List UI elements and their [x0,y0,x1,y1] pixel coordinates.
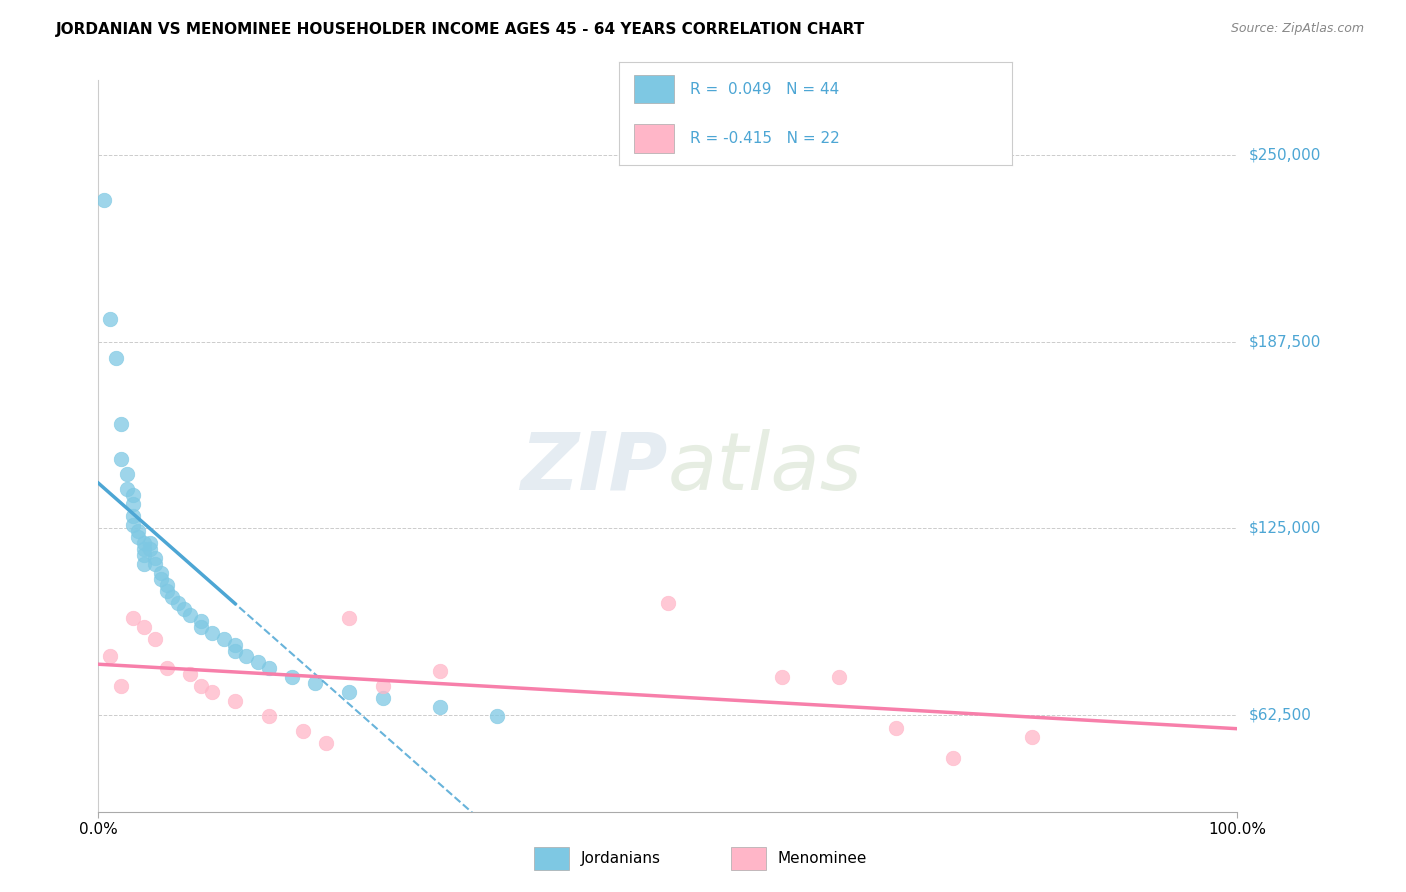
Text: R =  0.049   N = 44: R = 0.049 N = 44 [689,81,839,96]
Point [224,694,246,708]
Point [770,670,793,684]
Point [127,524,149,538]
Point [429,665,451,679]
Point [828,670,851,684]
Point [132,536,155,550]
Point [942,751,965,765]
Text: Source: ZipAtlas.com: Source: ZipAtlas.com [1230,22,1364,36]
Point [115,483,138,497]
Point [145,551,167,566]
Point [235,649,257,664]
Point [657,596,679,610]
Point [162,590,184,604]
Point [304,676,326,690]
Text: $62,500: $62,500 [1249,707,1312,723]
Point [110,679,132,693]
Point [224,643,246,657]
Point [292,724,315,739]
Point [201,685,224,699]
Text: $250,000: $250,000 [1249,147,1320,162]
Text: R = -0.415   N = 22: R = -0.415 N = 22 [689,131,839,146]
Point [884,721,907,735]
Point [201,625,224,640]
Text: JORDANIAN VS MENOMINEE HOUSEHOLDER INCOME AGES 45 - 64 YEARS CORRELATION CHART: JORDANIAN VS MENOMINEE HOUSEHOLDER INCOM… [56,22,866,37]
Point [246,656,269,670]
Point [121,497,143,511]
Point [173,601,195,615]
Point [121,610,143,624]
Point [371,691,394,706]
Point [190,679,212,693]
Point [121,509,143,524]
Point [138,541,160,556]
Point [145,557,167,571]
Point [156,661,179,675]
Point [190,619,212,633]
Point [145,632,167,646]
Point [150,566,173,580]
Point [259,709,281,723]
Point [132,557,155,571]
Point [132,619,155,633]
Text: Jordanians: Jordanians [581,851,661,866]
Point [486,709,509,723]
Point [138,536,160,550]
Point [1021,730,1043,744]
Point [156,583,179,598]
Point [167,596,190,610]
Point [132,548,155,562]
Point [281,670,304,684]
Point [93,193,115,207]
Point [224,638,246,652]
Point [132,541,155,556]
Text: atlas: atlas [668,429,863,507]
Bar [634,75,673,103]
Text: $125,000: $125,000 [1249,521,1320,535]
Point [115,467,138,482]
Point [110,452,132,467]
Text: ZIP: ZIP [520,429,668,507]
Point [337,685,360,699]
Point [179,667,201,681]
Point [179,607,201,622]
Point [98,649,121,664]
Text: Menominee: Menominee [778,851,868,866]
Point [259,661,281,675]
Point [104,351,127,365]
Point [156,578,179,592]
Point [121,488,143,502]
Point [371,679,394,693]
Point [190,614,212,628]
Bar [634,124,673,153]
Point [110,417,132,431]
Point [98,312,121,326]
Point [337,610,360,624]
Point [429,700,451,714]
Point [127,530,149,544]
Point [121,518,143,533]
Point [315,736,337,750]
Text: $187,500: $187,500 [1249,334,1320,349]
Point [150,572,173,586]
Point [212,632,235,646]
